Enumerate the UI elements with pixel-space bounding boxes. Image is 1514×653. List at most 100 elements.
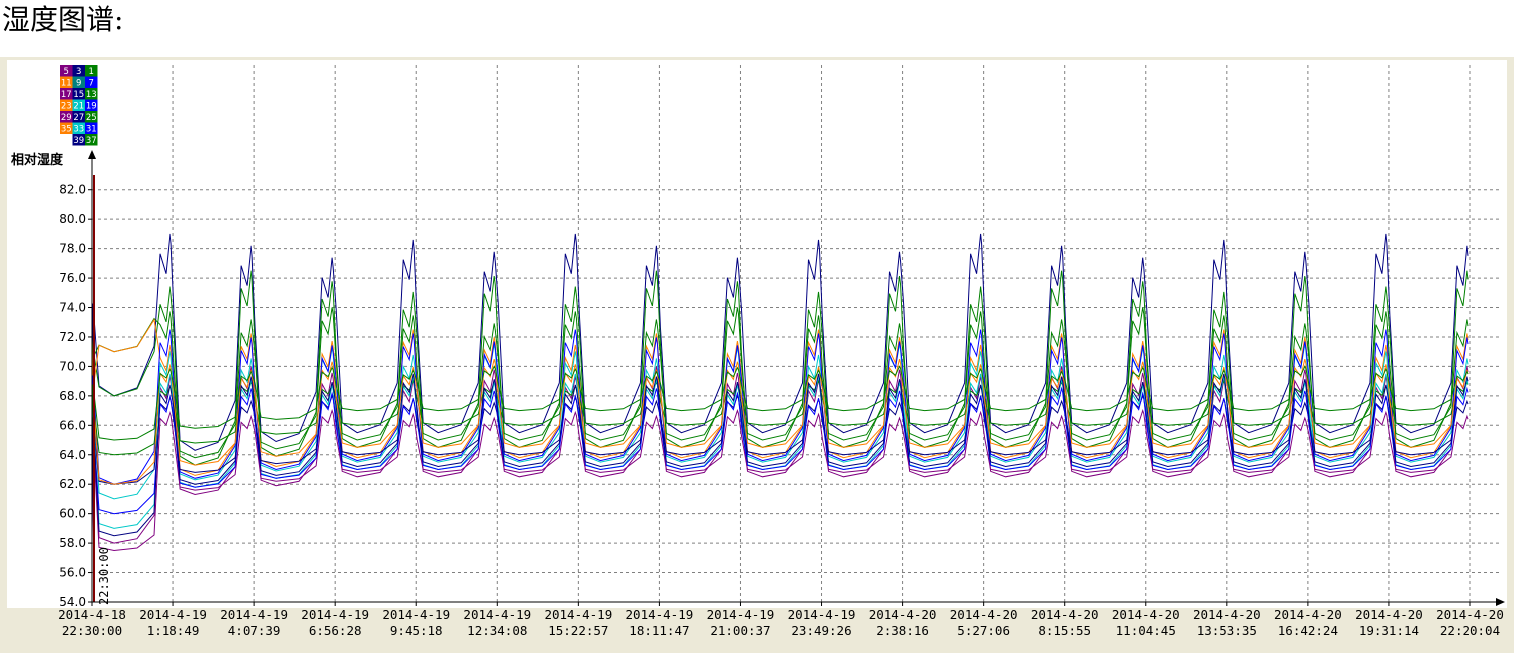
legend-label: 9 bbox=[76, 79, 81, 89]
x-tick-time: 16:42:24 bbox=[1278, 623, 1338, 638]
x-tick-time: 12:34:08 bbox=[467, 623, 527, 638]
legend-swatch bbox=[60, 122, 73, 134]
legend-label: 15 bbox=[73, 90, 84, 100]
legend-swatch bbox=[85, 65, 98, 77]
legend-label: 21 bbox=[73, 102, 84, 112]
x-tick-date: 2014-4-20 bbox=[1274, 607, 1342, 622]
x-tick-time: 8:15:55 bbox=[1038, 623, 1091, 638]
x-tick-date: 2014-4-19 bbox=[139, 607, 207, 622]
legend-swatch bbox=[72, 99, 85, 111]
y-tick-label: 70.0 bbox=[59, 359, 86, 373]
x-tick-time: 13:53:35 bbox=[1197, 623, 1257, 638]
x-tick-date: 2014-4-19 bbox=[788, 607, 856, 622]
y-tick-label: 66.0 bbox=[59, 418, 86, 432]
y-axis-label: 相对湿度 bbox=[11, 152, 64, 168]
legend-swatch bbox=[72, 134, 85, 146]
y-tick-label: 54.0 bbox=[59, 595, 86, 609]
legend-label: 17 bbox=[61, 90, 72, 100]
legend-label: 39 bbox=[73, 136, 84, 146]
x-tick-date: 2014-4-19 bbox=[220, 607, 288, 622]
x-tick-time: 6:56:28 bbox=[309, 623, 362, 638]
legend-swatch bbox=[60, 111, 73, 123]
legend-swatch bbox=[85, 99, 98, 111]
x-tick-date: 2014-4-19 bbox=[463, 607, 531, 622]
x-tick-date: 2014-4-20 bbox=[1193, 607, 1261, 622]
legend-swatch bbox=[60, 65, 73, 77]
legend-swatch bbox=[85, 134, 98, 146]
y-tick-label: 76.0 bbox=[59, 271, 86, 285]
legend-label: 19 bbox=[86, 102, 97, 112]
series-line bbox=[91, 358, 1469, 485]
legend-label: 5 bbox=[64, 67, 69, 77]
legend-swatch bbox=[85, 76, 98, 88]
legend-label: 25 bbox=[86, 113, 97, 123]
y-tick-labels: 54.0 56.0 58.0 60.0 62.0 64.0 66.0 68.0 70.0 72.0… bbox=[59, 183, 86, 609]
legend-swatch bbox=[60, 76, 73, 88]
y-axis-arrow bbox=[88, 150, 96, 159]
legend-swatch bbox=[72, 122, 85, 134]
legend-label: 23 bbox=[61, 102, 72, 112]
y-tick-label: 60.0 bbox=[59, 507, 86, 521]
plot-background bbox=[7, 60, 1507, 608]
x-tick-date: 2014-4-19 bbox=[301, 607, 369, 622]
legend-label: 29 bbox=[61, 113, 72, 123]
x-tick-time: 18:11:47 bbox=[629, 623, 689, 638]
y-tick-label: 72.0 bbox=[59, 330, 86, 344]
x-tick-time: 9:45:18 bbox=[390, 623, 443, 638]
legend-label: 1 bbox=[89, 67, 94, 77]
series-group bbox=[91, 233, 1469, 552]
y-tick-label: 64.0 bbox=[59, 448, 86, 462]
legend-swatch bbox=[60, 88, 73, 100]
y-tick-label: 80.0 bbox=[59, 212, 86, 226]
legend-swatch bbox=[72, 111, 85, 123]
x-tick-time: 11:04:45 bbox=[1116, 623, 1176, 638]
x-tick-date: 2014-4-19 bbox=[544, 607, 612, 622]
x-tick-time: 15:22:57 bbox=[548, 623, 608, 638]
legend-label: 13 bbox=[86, 90, 97, 100]
legend-label: 31 bbox=[86, 125, 97, 135]
y-tick-label: 56.0 bbox=[59, 566, 86, 580]
series-line bbox=[91, 365, 1469, 441]
x-tick-date: 2014-4-19 bbox=[382, 607, 450, 622]
x-tick-time: 2:38:16 bbox=[876, 623, 929, 638]
x-tick-time: 23:49:26 bbox=[791, 623, 851, 638]
series-line bbox=[91, 386, 1469, 515]
y-tick-label: 82.0 bbox=[59, 183, 86, 197]
legend-label: 3 bbox=[76, 67, 81, 77]
x-tick-labels: 2014-4-1822:30:002014-4-191:18:492014-4-… bbox=[58, 607, 1504, 638]
x-tick-time: 22:20:04 bbox=[1440, 623, 1500, 638]
legend-swatch bbox=[60, 99, 73, 111]
x-tick-time: 21:00:37 bbox=[710, 623, 770, 638]
legend-label: 27 bbox=[73, 113, 84, 123]
y-tick-label: 62.0 bbox=[59, 477, 86, 491]
series-line bbox=[91, 409, 1469, 552]
x-tick-date: 2014-4-20 bbox=[1436, 607, 1504, 622]
chart-frame: 54.0 56.0 58.0 60.0 62.0 64.0 66.0 68.0 70.0 72.0… bbox=[0, 57, 1514, 653]
legend-label: 35 bbox=[61, 125, 72, 135]
series-line bbox=[91, 373, 1469, 537]
legend-swatch bbox=[85, 122, 98, 134]
y-tick-label: 68.0 bbox=[59, 389, 86, 403]
legend-swatch bbox=[72, 65, 85, 77]
series-line bbox=[91, 307, 1469, 459]
legend-label: 7 bbox=[89, 79, 94, 89]
start-time-marker: 22:30:00 bbox=[97, 547, 111, 605]
legend-label: 33 bbox=[73, 125, 84, 135]
x-tick-time: 5:27:06 bbox=[957, 623, 1010, 638]
x-tick-date: 2014-4-20 bbox=[1112, 607, 1180, 622]
x-tick-date: 2014-4-20 bbox=[1355, 607, 1423, 622]
x-tick-date: 2014-4-18 bbox=[58, 607, 126, 622]
axes bbox=[88, 150, 1505, 606]
legend-swatch bbox=[85, 88, 98, 100]
y-tick-label: 74.0 bbox=[59, 301, 86, 315]
x-tick-time: 1:18:49 bbox=[147, 623, 200, 638]
legend-swatch bbox=[85, 111, 98, 123]
x-tick-time: 19:31:14 bbox=[1359, 623, 1419, 638]
legend-swatch bbox=[72, 88, 85, 100]
x-axis-arrow bbox=[1496, 598, 1505, 606]
x-tick-date: 2014-4-20 bbox=[869, 607, 937, 622]
humidity-chart: 54.0 56.0 58.0 60.0 62.0 64.0 66.0 68.0 70.0 72.0… bbox=[7, 60, 1507, 638]
legend-label: 11 bbox=[61, 79, 72, 89]
grid bbox=[92, 65, 1500, 602]
